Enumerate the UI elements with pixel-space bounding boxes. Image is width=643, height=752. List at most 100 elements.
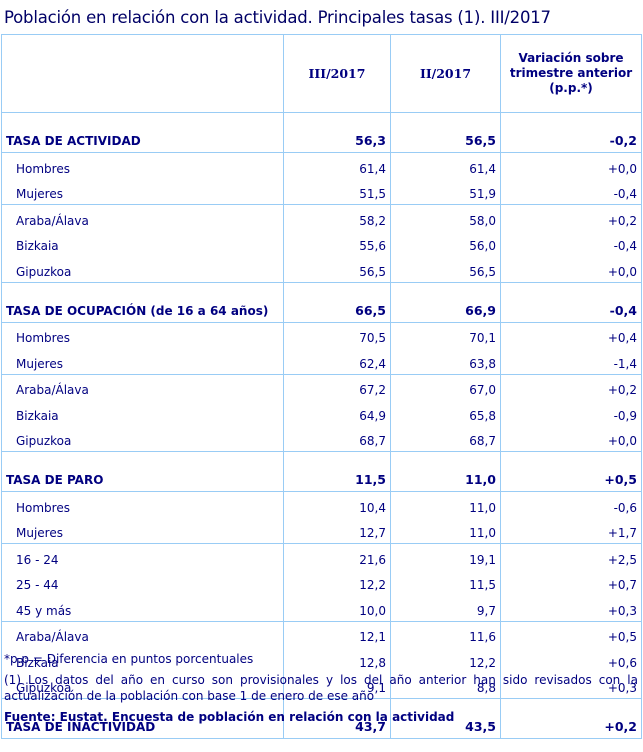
row-variation-value: +0,7 xyxy=(500,569,642,595)
row-previous-value: 63,8 xyxy=(390,348,501,375)
row-label: Hombres xyxy=(1,491,284,518)
table-row: Araba/Álava 58,2 58,0 +0,2 xyxy=(1,204,642,231)
row-current-value: 62,4 xyxy=(283,348,391,375)
spacer-cell xyxy=(500,698,642,713)
section-label: TASA DE ACTIVIDAD xyxy=(1,127,284,153)
section-row: TASA DE PARO 11,5 11,0 +0,5 xyxy=(1,466,642,492)
notes: *p.p = Diferencia en puntos porcentuales… xyxy=(4,651,638,725)
section-row: TASA DE OCUPACIÓN (de 16 a 64 años) 66,5 6… xyxy=(1,296,642,323)
row-current-value: 12,1 xyxy=(283,621,391,647)
footnote-1: (1) Los datos del año en curso son provi… xyxy=(4,673,638,703)
row-variation-value: -0,6 xyxy=(500,491,642,518)
spacer-cell xyxy=(283,282,391,297)
row-previous-value: 65,8 xyxy=(390,400,501,426)
header-label xyxy=(1,34,284,113)
section-variation-value: +0,5 xyxy=(500,466,642,492)
row-previous-value: 56,0 xyxy=(390,230,501,256)
table-row: Hombres 10,4 11,0 -0,6 xyxy=(1,491,642,518)
row-previous-value: 19,1 xyxy=(390,543,501,570)
row-variation-value: +1,7 xyxy=(500,517,642,544)
spacer-cell xyxy=(500,112,642,127)
row-previous-value: 58,0 xyxy=(390,204,501,231)
section-label: TASA DE INACTIVIDAD xyxy=(1,713,284,739)
table-row: 16 - 24 21,6 19,1 +2,5 xyxy=(1,543,642,570)
table-row: Bizkaia 12,8 12,2 +0,6 xyxy=(1,647,642,673)
row-label: 45 y más xyxy=(1,595,284,622)
row-label: Mujeres xyxy=(1,517,284,544)
row-current-value: 55,6 xyxy=(283,230,391,256)
row-previous-value: 61,4 xyxy=(390,152,501,179)
section-row: TASA DE ACTIVIDAD 56,3 56,5 -0,2 xyxy=(1,127,642,153)
spacer-row xyxy=(1,451,642,466)
row-variation-value: +0,5 xyxy=(500,621,642,647)
table-row: Araba/Álava 12,1 11,6 +0,5 xyxy=(1,621,642,647)
section-previous-value: 11,0 xyxy=(390,466,501,492)
row-variation-value: +0,3 xyxy=(500,672,642,699)
row-label: Hombres xyxy=(1,322,284,348)
row-label: Mujeres xyxy=(1,348,284,375)
row-label: 25 - 44 xyxy=(1,569,284,595)
spacer-cell xyxy=(283,451,391,466)
row-variation-value: +0,0 xyxy=(500,256,642,283)
page-title: Población en relación con la actividad. … xyxy=(4,8,551,27)
row-current-value: 56,5 xyxy=(283,256,391,283)
spacer-cell xyxy=(500,451,642,466)
spacer-cell xyxy=(1,112,284,127)
section-current-value: 66,5 xyxy=(283,296,391,323)
row-variation-value: +2,5 xyxy=(500,543,642,570)
row-variation-value: +0,0 xyxy=(500,152,642,179)
header-previous-quarter: II/2017 xyxy=(390,34,501,113)
section-previous-value: 43,5 xyxy=(390,713,501,739)
spacer-cell xyxy=(500,282,642,297)
spacer-cell xyxy=(283,112,391,127)
row-current-value: 51,5 xyxy=(283,178,391,205)
rates-table: III/2017 II/2017 Variación sobre trimest… xyxy=(1,34,642,739)
row-current-value: 9,1 xyxy=(283,672,391,699)
row-previous-value: 51,9 xyxy=(390,178,501,205)
row-variation-value: +0,3 xyxy=(500,595,642,622)
row-variation-value: +0,2 xyxy=(500,204,642,231)
row-label: Bizkaia xyxy=(1,230,284,256)
table-row: 25 - 44 12,2 11,5 +0,7 xyxy=(1,569,642,595)
spacer-cell xyxy=(1,451,284,466)
table-row: Bizkaia 64,9 65,8 -0,9 xyxy=(1,400,642,426)
row-variation-value: +0,4 xyxy=(500,322,642,348)
spacer-row xyxy=(1,282,642,297)
row-current-value: 68,7 xyxy=(283,425,391,452)
row-current-value: 70,5 xyxy=(283,322,391,348)
header-current-quarter: III/2017 xyxy=(283,34,391,113)
row-variation-value: -1,4 xyxy=(500,348,642,375)
table-row: Hombres 70,5 70,1 +0,4 xyxy=(1,322,642,348)
spacer-cell xyxy=(1,282,284,297)
row-current-value: 21,6 xyxy=(283,543,391,570)
section-current-value: 56,3 xyxy=(283,127,391,153)
section-current-value: 11,5 xyxy=(283,466,391,492)
source-note: Fuente: Eustat. Encuesta de población en… xyxy=(4,710,455,724)
row-variation-value: -0,9 xyxy=(500,400,642,426)
table-row: 45 y más 10,0 9,7 +0,3 xyxy=(1,595,642,622)
table-body: TASA DE ACTIVIDAD 56,3 56,5 -0,2 Hombres 61,4… xyxy=(1,112,642,739)
header-variation: Variación sobre trimestre anterior (p.p.… xyxy=(500,34,642,113)
row-previous-value: 8,8 xyxy=(390,672,501,699)
spacer-row xyxy=(1,698,642,713)
row-variation-value: +0,0 xyxy=(500,425,642,452)
row-label: Araba/Álava xyxy=(1,374,284,400)
row-previous-value: 11,6 xyxy=(390,621,501,647)
section-label: TASA DE PARO xyxy=(1,466,284,492)
row-current-value: 58,2 xyxy=(283,204,391,231)
row-label: Gipuzkoa xyxy=(1,425,284,452)
section-variation-value: +0,2 xyxy=(500,713,642,739)
row-previous-value: 67,0 xyxy=(390,374,501,400)
spacer-row xyxy=(1,112,642,127)
spacer-cell xyxy=(390,112,501,127)
table-row: Gipuzkoa 9,1 8,8 +0,3 xyxy=(1,672,642,699)
section-row: TASA DE INACTIVIDAD 43,7 43,5 +0,2 xyxy=(1,713,642,739)
table-row: Gipuzkoa 56,5 56,5 +0,0 xyxy=(1,256,642,283)
table-row: Araba/Álava 67,2 67,0 +0,2 xyxy=(1,374,642,400)
row-label: 16 - 24 xyxy=(1,543,284,570)
row-current-value: 12,2 xyxy=(283,569,391,595)
table-row: Gipuzkoa 68,7 68,7 +0,0 xyxy=(1,425,642,452)
section-variation-value: -0,4 xyxy=(500,296,642,323)
row-previous-value: 11,5 xyxy=(390,569,501,595)
table-row: Mujeres 12,7 11,0 +1,7 xyxy=(1,517,642,544)
